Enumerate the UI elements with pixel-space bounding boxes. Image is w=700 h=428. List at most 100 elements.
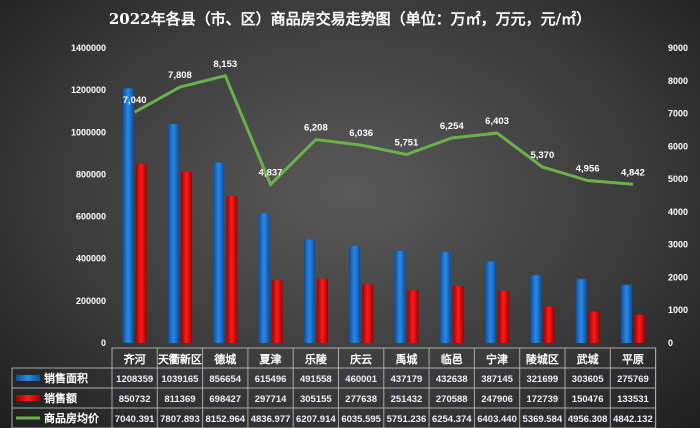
- table-cell: 5369.584: [523, 414, 563, 425]
- bar-sales-area: [530, 275, 542, 343]
- table-cell: 251432: [391, 394, 423, 405]
- bar-sales-amount: [498, 290, 510, 343]
- avg-price-label: 5,370: [530, 150, 554, 161]
- category-label: 平原: [622, 353, 644, 366]
- bar-sales-amount: [588, 311, 600, 343]
- avg-price-label: 6,208: [304, 123, 328, 134]
- bar-sales-amount: [316, 278, 328, 343]
- category-label: 德城: [213, 352, 236, 366]
- table-cell: 811369: [164, 394, 195, 405]
- bar-sales-amount: [135, 163, 147, 343]
- table-cell: 270588: [436, 394, 468, 405]
- avg-price-label: 6,403: [485, 116, 509, 127]
- table-cell: 321699: [526, 374, 558, 385]
- table-cell: 491558: [300, 374, 332, 385]
- right-axis-tick: 2000: [668, 272, 688, 282]
- left-axis-tick: 1200000: [71, 85, 106, 95]
- table-cell: 305155: [300, 394, 332, 405]
- right-axis-tick: 4000: [668, 207, 688, 217]
- table-cell: 247906: [481, 394, 513, 405]
- bar-sales-area: [439, 251, 451, 343]
- table-cell: 1039165: [161, 374, 199, 385]
- avg-price-label: 5,751: [395, 137, 419, 148]
- avg-price-label: 6,254: [440, 121, 464, 132]
- avg-price-label: 6,036: [349, 128, 373, 139]
- legend-swatch: [16, 375, 40, 381]
- bar-sales-amount: [543, 306, 555, 343]
- table-cell: 432638: [436, 374, 468, 385]
- bar-sales-area: [485, 261, 497, 343]
- bar-sales-area: [167, 124, 179, 344]
- bar-sales-area: [258, 213, 270, 343]
- category-label: 乐陵: [305, 352, 328, 366]
- category-label: 陵城区: [526, 352, 559, 366]
- legend-label: 销售额: [44, 391, 77, 405]
- table-cell: 277638: [345, 394, 377, 405]
- table-cell: 437179: [391, 374, 423, 385]
- avg-price-label: 4,837: [259, 167, 283, 178]
- category-label: 临邑: [441, 352, 463, 366]
- bar-sales-area: [349, 246, 361, 343]
- bar-sales-amount: [180, 172, 192, 343]
- bar-sales-amount: [226, 195, 238, 343]
- table-cell: 303605: [572, 374, 604, 385]
- table-cell: 297714: [255, 394, 287, 405]
- bar-sales-area: [303, 239, 315, 343]
- right-axis-tick: 7000: [668, 109, 688, 119]
- table-cell: 850732: [119, 394, 151, 405]
- bar-sales-area: [620, 284, 632, 343]
- bar-sales-amount: [452, 285, 464, 343]
- bar-sales-amount: [362, 284, 374, 343]
- category-label: 武城: [577, 352, 599, 366]
- table-cell: 7040.391: [115, 414, 155, 425]
- category-label: 夏津: [260, 352, 282, 366]
- left-axis-tick: 0: [101, 338, 106, 348]
- bar-sales-amount: [407, 290, 419, 343]
- avg-price-label: 4,842: [621, 167, 645, 178]
- category-label: 天衢新区: [158, 352, 202, 366]
- bar-sales-amount: [633, 314, 645, 343]
- bar-sales-area: [122, 88, 134, 343]
- table-cell: 615496: [255, 374, 287, 385]
- left-axis-tick: 200000: [76, 296, 106, 306]
- category-label: 齐河: [124, 352, 146, 366]
- bar-sales-area: [575, 279, 587, 343]
- right-axis-tick: 8000: [668, 76, 688, 86]
- avg-price-label: 7,040: [123, 95, 147, 106]
- bar-sales-area: [394, 250, 406, 343]
- table-cell: 275769: [617, 374, 649, 385]
- avg-price-label: 7,808: [168, 70, 192, 81]
- table-cell: 6207.914: [296, 414, 336, 425]
- table-cell: 150476: [572, 394, 604, 405]
- table-cell: 6035.595: [341, 414, 381, 425]
- legend-label: 商品房均价: [44, 411, 100, 425]
- left-axis-tick: 800000: [76, 169, 106, 179]
- left-axis-tick: 1000000: [71, 127, 106, 137]
- left-axis-tick: 1400000: [71, 43, 106, 53]
- right-axis-tick: 9000: [668, 43, 688, 53]
- table-cell: 387145: [481, 374, 513, 385]
- table-cell: 698427: [209, 394, 241, 405]
- avg-price-label: 4,956: [576, 164, 600, 175]
- category-label: 宁津: [486, 352, 508, 366]
- table-cell: 4956.308: [568, 414, 608, 425]
- left-axis-tick: 600000: [76, 212, 106, 222]
- avg-price-label: 8,153: [213, 59, 237, 70]
- table-cell: 133531: [617, 394, 649, 405]
- bar-sales-area: [213, 162, 225, 343]
- category-label: 禹城: [395, 352, 417, 366]
- legend-label: 销售面积: [44, 371, 88, 385]
- category-label: 庆云: [349, 352, 372, 366]
- table-cell: 460001: [345, 374, 377, 385]
- chart-title: 2022年各县（市、区）商品房交易走势图（单位：万㎡，万元，元/㎡）: [109, 10, 591, 28]
- table-cell: 1208359: [116, 374, 153, 385]
- right-axis-tick: 5000: [668, 174, 688, 184]
- table-cell: 8152.964: [205, 414, 245, 425]
- table-cell: 7807.893: [160, 414, 200, 425]
- legend-swatch: [16, 395, 40, 401]
- right-axis-tick: 0: [668, 338, 673, 348]
- right-axis-tick: 3000: [668, 240, 688, 250]
- right-axis-tick: 1000: [668, 305, 688, 315]
